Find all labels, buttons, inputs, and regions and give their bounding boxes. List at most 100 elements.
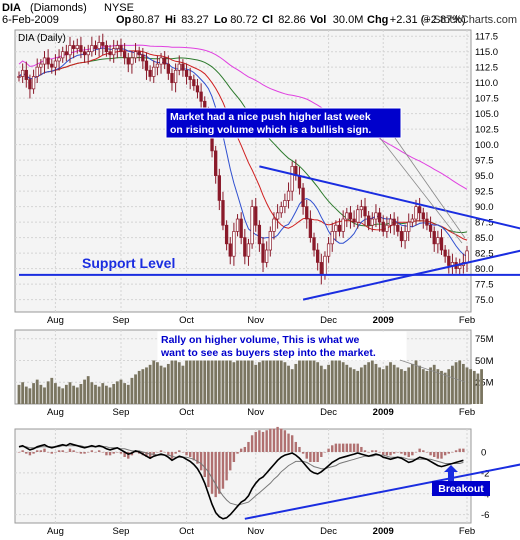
volume-bar xyxy=(261,358,265,404)
price-ytick-11: 90.0 xyxy=(475,202,494,213)
candle-body xyxy=(246,243,251,257)
macd-hist-bar xyxy=(57,450,61,452)
macd-hist-bar xyxy=(349,443,352,452)
candle-body xyxy=(392,218,396,226)
candle-body xyxy=(421,212,425,220)
candle-body xyxy=(410,218,415,223)
symbol-name: (Diamonds) xyxy=(30,2,87,14)
volume-bar xyxy=(323,369,327,404)
volume-annotation-line-1: want to see as buyers step into the mark… xyxy=(160,347,376,359)
macd-hist-bar xyxy=(225,451,228,481)
macd-hist-bar xyxy=(367,451,370,453)
candle-body xyxy=(148,69,152,77)
macd-hist-bar xyxy=(272,428,276,452)
candle-body xyxy=(319,262,323,276)
candle-body xyxy=(35,66,39,77)
macd-hist-bar xyxy=(411,451,414,456)
candle-body xyxy=(133,51,138,59)
volume-bar xyxy=(188,353,192,404)
candle-body xyxy=(308,218,313,238)
volume-bar xyxy=(94,384,97,404)
volume-bar xyxy=(68,382,72,404)
macd-hist-bar xyxy=(181,451,185,453)
candle-body xyxy=(323,255,327,276)
volume-bar xyxy=(476,373,480,404)
volume-bar xyxy=(192,350,196,404)
candle-body xyxy=(64,51,68,56)
volume-bar xyxy=(170,360,174,404)
volume-bar xyxy=(480,369,483,404)
volume-bar xyxy=(400,369,403,404)
macd-hist-bar xyxy=(371,450,374,452)
breakout-box xyxy=(432,481,490,496)
macd-hist-bar xyxy=(108,451,112,456)
macd-hist-bar xyxy=(159,450,163,452)
volume-bar xyxy=(243,350,247,404)
macd-hist-bar xyxy=(148,451,152,459)
macd-hist-bar xyxy=(61,450,64,452)
candle-body xyxy=(257,224,262,245)
macd-hist-bar xyxy=(174,451,177,454)
macd-hist-bar xyxy=(389,451,392,456)
volume-bar xyxy=(163,367,167,404)
macd-hist-bar xyxy=(294,441,298,452)
volume-bar xyxy=(454,362,458,404)
open-value: 80.87 xyxy=(132,14,160,26)
price-ytick-5: 105.0 xyxy=(475,109,499,120)
macd-hist-bar xyxy=(316,451,319,463)
volume-bar xyxy=(407,367,411,404)
macd-hist-bar xyxy=(199,451,203,471)
volume-bar xyxy=(327,364,330,404)
candle-body xyxy=(326,243,331,257)
volume-bar xyxy=(43,387,46,404)
vol-x-tick-6: Feb xyxy=(459,407,475,418)
candle-body xyxy=(71,45,76,49)
symbol: DIA xyxy=(2,2,21,14)
candle-body xyxy=(214,150,218,176)
candle-body xyxy=(428,224,433,232)
candle-body xyxy=(414,206,418,220)
macd-hist-bar xyxy=(185,451,188,456)
volume-bar xyxy=(461,363,465,404)
candle-body xyxy=(159,57,163,65)
macd-hist-bar xyxy=(363,450,367,452)
price-ytick-3: 110.0 xyxy=(475,78,498,89)
vol-value: 30.0M xyxy=(333,14,364,26)
volume-bar xyxy=(185,360,188,404)
candle-body xyxy=(137,51,141,56)
chg-value: +2.31 (+2.87%) xyxy=(390,14,466,26)
volume-bar xyxy=(451,365,454,404)
candle-body xyxy=(374,212,378,220)
volume-bar xyxy=(272,343,276,404)
chg-label: Chg xyxy=(367,14,388,26)
volume-bar xyxy=(159,365,163,404)
volume-bar xyxy=(254,364,258,404)
candle-body xyxy=(152,66,156,77)
close-label: Cl xyxy=(262,14,273,26)
volume-bar xyxy=(367,362,371,404)
macd-hist-bar xyxy=(247,441,250,452)
support-level-label: Support Level xyxy=(82,255,175,271)
macd-hist-bar xyxy=(21,450,24,452)
macd-hist-bar xyxy=(327,448,330,452)
vol-x-tick-4: Dec xyxy=(320,407,337,418)
macd-ytick-3: -6 xyxy=(481,510,489,521)
candle-body xyxy=(334,224,338,232)
candle-body xyxy=(86,51,90,56)
macd-hist-bar xyxy=(312,451,316,463)
macd-hist-bar xyxy=(116,451,119,453)
macd-hist-bar xyxy=(414,451,418,453)
volume-bar xyxy=(429,367,432,404)
candle-body xyxy=(407,221,411,232)
volume-bar xyxy=(370,360,374,404)
volume-bar xyxy=(301,356,305,404)
volume-bar xyxy=(308,353,312,404)
volume-bar xyxy=(75,387,79,404)
candle-body xyxy=(396,224,400,232)
candle-body xyxy=(181,63,185,71)
macd-hist-bar xyxy=(360,446,363,452)
volume-bar xyxy=(265,351,269,404)
macd-hist-bar xyxy=(418,448,421,452)
candle-body xyxy=(403,231,407,242)
